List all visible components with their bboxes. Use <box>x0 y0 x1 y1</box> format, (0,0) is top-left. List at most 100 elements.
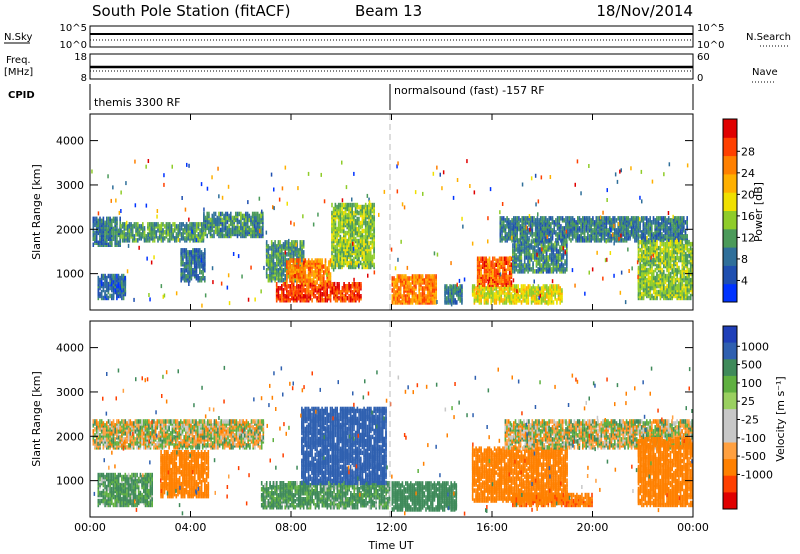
echo-cell <box>368 244 370 250</box>
echo-cell <box>603 234 606 239</box>
echo-cell <box>348 298 350 303</box>
echo-cell <box>102 287 105 293</box>
echo-cell <box>337 210 340 216</box>
freq-label-1: Freq. <box>6 55 31 66</box>
echo-cell <box>502 236 505 241</box>
echo-cell <box>605 216 608 221</box>
echo-cell <box>539 232 542 237</box>
echo-cell <box>542 249 544 254</box>
echo-cell <box>337 248 340 254</box>
echo-cell <box>520 300 523 305</box>
echo-cell <box>339 242 342 248</box>
echo-cell <box>449 298 451 303</box>
echo-cell <box>289 242 291 247</box>
echo-cell <box>532 245 534 250</box>
echo-cell <box>354 248 357 254</box>
echo-cell <box>506 216 508 221</box>
echo-cell <box>106 238 108 243</box>
echo-cell <box>343 282 345 287</box>
echo-cell <box>541 220 544 225</box>
echo-cell <box>356 248 359 254</box>
echo-cell <box>111 281 113 287</box>
cpid-panel: CPID themis 3300 RF normalsound (fast) -… <box>8 84 694 110</box>
echo-cell <box>435 298 437 303</box>
echo-cell <box>570 216 572 221</box>
echo-cell <box>304 280 307 285</box>
echo-cell <box>644 232 646 237</box>
echo-cell <box>112 273 115 279</box>
echo-cell <box>152 222 154 227</box>
echo-cell <box>109 216 111 222</box>
echo-cell <box>539 255 541 260</box>
echo-cell <box>218 227 220 233</box>
echo-cell <box>559 300 561 305</box>
echo-cell <box>272 242 275 247</box>
echo-cell <box>297 296 300 301</box>
echo-cell <box>426 286 429 291</box>
echo-cell <box>195 222 198 227</box>
echo-cell <box>619 216 621 221</box>
echo-cell <box>578 216 581 221</box>
echo-cell <box>114 230 116 236</box>
echo-cell <box>291 250 293 255</box>
echo-cell <box>282 288 285 293</box>
echo-cell <box>195 248 198 253</box>
echo-cell <box>430 290 432 295</box>
echo-cell <box>371 202 374 208</box>
echo-cell <box>351 246 353 252</box>
echo-cell <box>114 279 116 285</box>
echo-cell <box>490 298 492 303</box>
freq-tick-low: 8 <box>81 73 87 84</box>
echo-cell <box>366 210 369 216</box>
echo-cell <box>341 296 344 301</box>
echo-cell <box>411 274 414 279</box>
echo-cell <box>532 284 535 289</box>
echo-cell <box>106 275 108 281</box>
echo-cell <box>157 236 159 241</box>
nsearch-tick-low: 10^0 <box>697 40 724 51</box>
echo-cell <box>646 216 648 221</box>
echo-cell <box>339 234 342 240</box>
echo-cell <box>316 276 318 281</box>
echo-cell <box>514 284 516 289</box>
echo-cell <box>528 220 530 225</box>
echo-cell <box>642 216 645 221</box>
echo-cell <box>348 260 350 266</box>
echo-cell <box>302 284 305 289</box>
echo-cell <box>509 236 512 241</box>
echo-cell <box>495 280 497 285</box>
echo-cell <box>403 274 405 279</box>
echo-cell <box>250 227 252 233</box>
echo-cell <box>393 286 395 291</box>
echo-cell <box>143 226 146 231</box>
echo-cell <box>353 222 355 228</box>
echo-cell <box>546 284 548 289</box>
echo-cell <box>540 243 543 248</box>
echo-cell <box>671 218 673 223</box>
echo-cell <box>627 216 630 221</box>
echo-cell <box>538 218 540 223</box>
echo-cell <box>564 241 566 246</box>
echo-cell <box>109 273 111 279</box>
echo-cell <box>291 288 293 293</box>
echo-cell <box>316 258 318 263</box>
echo-cell <box>274 266 276 271</box>
echo-cell <box>286 252 288 257</box>
echo-cell <box>505 282 508 287</box>
echo-cell <box>304 270 307 275</box>
echo-cell <box>111 240 113 245</box>
echo-cell <box>659 228 662 233</box>
echo-cell <box>349 206 352 212</box>
echo-cell <box>213 211 215 217</box>
echo-cell <box>513 230 515 235</box>
echo-cell <box>632 216 635 221</box>
echo-cell <box>408 286 410 291</box>
echo-cell <box>121 222 124 227</box>
freq-label-2: [MHz] <box>4 67 33 78</box>
echo-cell <box>281 244 283 249</box>
echo-cell <box>533 220 535 225</box>
echo-cell <box>369 240 372 246</box>
echo-cell <box>163 230 166 235</box>
echo-cell <box>246 215 249 221</box>
echo-cell <box>629 234 631 239</box>
